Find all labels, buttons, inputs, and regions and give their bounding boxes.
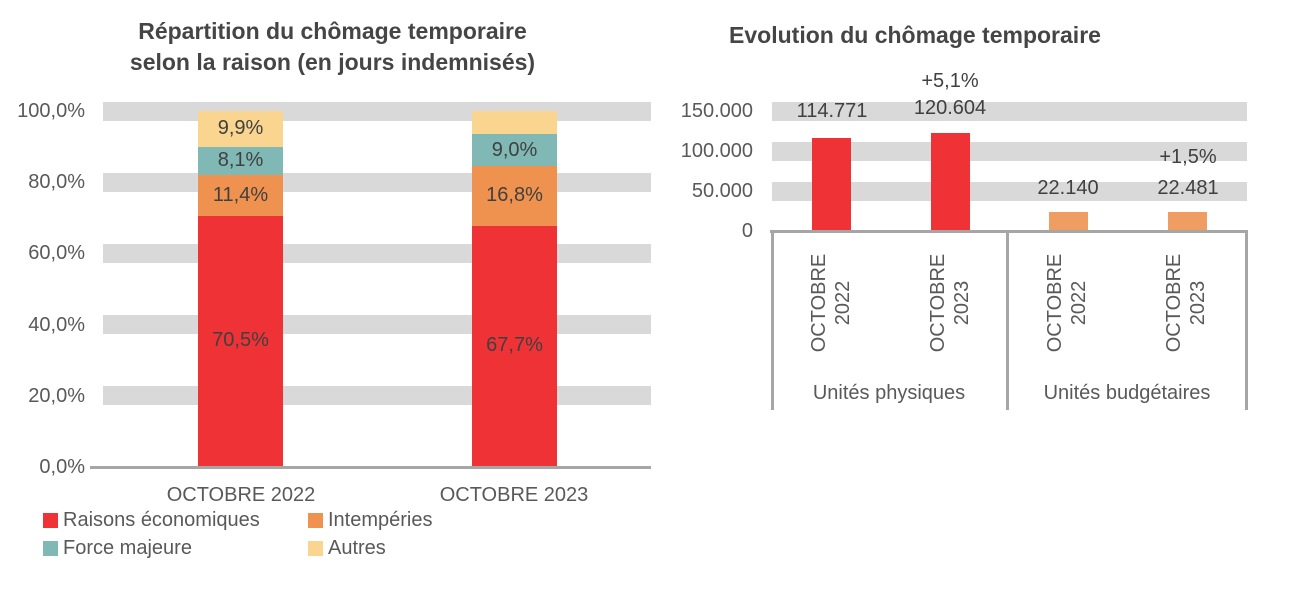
category-frame-left-line: [771, 233, 774, 410]
gridline-band-150000: [772, 102, 1247, 121]
gridline-band-100: [103, 102, 651, 121]
x-axis-line: [90, 466, 651, 469]
segment-value-label: 70,5%: [212, 329, 269, 352]
cat-month: OCTOBRE: [1163, 253, 1185, 353]
gridline-band-50000: [772, 182, 1247, 201]
chart2-title: Evolution du chômage temporaire: [729, 22, 1101, 48]
x-category-label: OCTOBRE 2023: [439, 484, 589, 506]
y-tick-label: 40,0%: [28, 314, 85, 336]
cat-year: 2023: [951, 280, 973, 326]
gridline-band-100000: [772, 142, 1247, 161]
y-tick-label: 50.000: [691, 180, 753, 202]
bar-unites-physiques-2022: [812, 138, 851, 230]
y-tick-label: 80,0%: [28, 171, 85, 193]
bar-segment-intemperies: 16,8%: [472, 166, 557, 226]
segment-value-label: 9,9%: [217, 117, 264, 140]
gridline-band-80: [103, 173, 651, 192]
stacked-bar-octobre-2022: 70,5% 11,4% 8,1% 9,9%: [198, 111, 283, 466]
legend-item-raisons-economiques: Raisons économiques: [43, 508, 260, 532]
bar-unites-budgetaires-2022: [1049, 212, 1088, 230]
cat-month: OCTOBRE: [1044, 253, 1066, 353]
bar-segment-force-majeure: 8,1%: [198, 146, 283, 176]
segment-value-label: 16,8%: [486, 184, 543, 207]
legend-label: Autres: [328, 536, 386, 559]
legend-label: Force majeure: [63, 536, 192, 559]
bar-segment-raisons-economiques: 70,5%: [198, 215, 283, 466]
y-tick-label: 100,0%: [17, 100, 85, 122]
chart1-title-line2: selon la raison (en jours indemnisés): [129, 49, 536, 75]
legend-label: Raisons économiques: [63, 508, 260, 531]
gridline-band-60: [103, 244, 651, 263]
bar-segment-autres: 9,9%: [198, 111, 283, 147]
y-tick-label: 60,0%: [28, 242, 85, 264]
bar-segment-autres: [472, 111, 557, 135]
stacked-bar-octobre-2023: 67,7% 16,8% 9,0%: [472, 111, 557, 466]
chart1-title-line1: Répartition du chômage temporaire: [138, 18, 527, 44]
x-category-label-rotated: OCTOBRE 2023: [926, 238, 976, 368]
bar-segment-force-majeure: 9,0%: [472, 134, 557, 167]
segment-value-label: 11,4%: [212, 184, 269, 206]
legend-swatch-yellow: [308, 540, 323, 556]
bar-unites-budgetaires-2023: [1168, 212, 1207, 230]
cat-year: 2022: [1068, 280, 1090, 326]
bar-value-label: 22.140: [1037, 177, 1099, 199]
bar-change-label: +1,5%: [1159, 146, 1217, 168]
legend-swatch-red: [43, 512, 58, 528]
group-label-unites-physiques: Unités physiques: [812, 382, 966, 404]
bar-change-label: +5,1%: [921, 70, 979, 92]
segment-value-label: 9,0%: [491, 138, 538, 161]
legend-swatch-teal: [43, 540, 58, 556]
cat-year: 2022: [832, 280, 854, 326]
legend-swatch-orange: [308, 512, 323, 528]
bar-value-label: 120.604: [913, 97, 987, 119]
x-category-label-rotated: OCTOBRE 2022: [807, 238, 857, 368]
segment-value-label: 8,1%: [217, 149, 264, 172]
x-category-label: OCTOBRE 2022: [166, 484, 316, 506]
legend-item-intemperies: Intempéries: [308, 508, 433, 532]
y-tick-label: 150.000: [680, 100, 753, 122]
y-tick-label: 100.000: [680, 140, 753, 162]
legend-item-autres: Autres: [308, 536, 386, 560]
cat-month: OCTOBRE: [808, 253, 830, 353]
category-frame-divider-line: [1006, 233, 1009, 410]
gridline-band-40: [103, 315, 651, 334]
group-label-unites-budgetaires: Unités budgétaires: [1043, 382, 1211, 404]
category-frame-right-line: [1245, 233, 1248, 410]
gridline-band-20: [103, 386, 651, 405]
bar-segment-raisons-economiques: 67,7%: [472, 225, 557, 466]
bar-unites-physiques-2023: [931, 133, 970, 230]
cat-month: OCTOBRE: [927, 253, 949, 353]
x-category-label-rotated: OCTOBRE 2022: [1043, 238, 1093, 368]
bar-segment-intemperies: 11,4%: [198, 175, 283, 216]
segment-value-label: 67,7%: [486, 334, 543, 357]
y-tick-label: 20,0%: [28, 385, 85, 407]
x-axis-line: [770, 230, 1248, 233]
bar-value-label: 114.771: [796, 100, 868, 122]
legend-item-force-majeure: Force majeure: [43, 536, 192, 560]
y-tick-label: 0: [741, 220, 753, 242]
chart1-title: Répartition du chômage temporaire selon …: [0, 16, 665, 78]
legend-label: Intempéries: [328, 508, 433, 531]
cat-year: 2023: [1187, 280, 1209, 326]
y-tick-label: 0,0%: [39, 456, 85, 478]
x-category-label-rotated: OCTOBRE 2023: [1162, 238, 1212, 368]
bar-value-label: 22.481: [1157, 177, 1219, 199]
